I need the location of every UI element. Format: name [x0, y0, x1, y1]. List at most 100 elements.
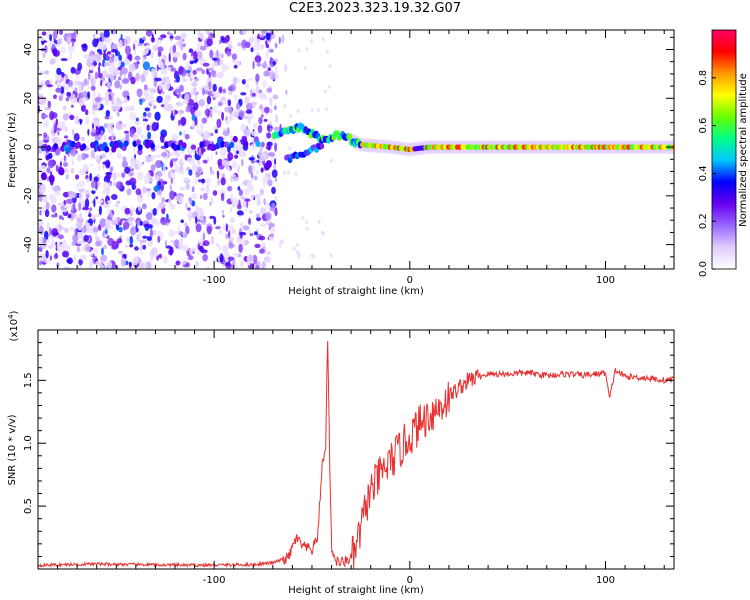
- spectrogram-cell: [183, 177, 189, 181]
- spectrogram-cell: [40, 172, 47, 181]
- spectrogram-cell: [253, 175, 258, 181]
- spectrogram-cell: [274, 142, 277, 152]
- spectrogram-cell: [139, 247, 143, 251]
- spectrogram-cell: [92, 38, 99, 48]
- spectrogram-cell: [146, 112, 152, 118]
- spectrogram-cell: [244, 127, 251, 137]
- spectrogram-cell: [266, 132, 272, 139]
- spectrogram-cell: [182, 52, 187, 61]
- spectrogram-cell: [116, 111, 120, 117]
- spectrogram-cell: [196, 125, 200, 135]
- spectrogram-cell: [263, 198, 266, 205]
- spectrogram-cell: [38, 196, 43, 202]
- spectrogram-cell: [229, 114, 233, 121]
- spectrogram-cell: [146, 236, 152, 241]
- spectrogram-cell: [273, 126, 280, 131]
- spectrogram-cell: [206, 38, 213, 47]
- y-tick-label: 1.0: [23, 435, 34, 451]
- spectrogram-cell: [53, 143, 59, 150]
- spectrogram-cell: [170, 35, 174, 39]
- spectrogram-cell: [239, 231, 247, 236]
- spectrogram-cell: [232, 244, 236, 248]
- spectrogram-cell: [223, 136, 226, 140]
- spectrogram-cell: [58, 215, 63, 220]
- spectrogram-cell: [39, 70, 43, 76]
- spectrogram-cell: [270, 34, 276, 40]
- spectrogram-cell: [260, 114, 264, 118]
- spectrogram-cell: [215, 226, 221, 230]
- spectrogram-cell: [70, 149, 77, 157]
- spectrogram-cell: [269, 71, 276, 81]
- spectrogram-cell: [131, 256, 139, 266]
- spectrogram-cell: [81, 245, 86, 252]
- spectrogram-cell: [217, 158, 223, 166]
- spectrogram-cell: [148, 99, 156, 104]
- spectrogram-cell: [188, 169, 193, 176]
- spectrogram-cell: [208, 71, 211, 78]
- spectrogram-cell: [188, 48, 194, 53]
- spectrogram-cell: [51, 184, 55, 192]
- spectrogram-cell: [240, 196, 246, 200]
- spectrogram-cell: [38, 218, 44, 227]
- spectrogram-cell: [74, 87, 78, 93]
- spectrogram-cell: [242, 30, 248, 35]
- spectrogram-cell: [185, 202, 188, 210]
- spectrogram-cell: [88, 227, 93, 234]
- spectrogram-cell: [138, 231, 142, 238]
- spectrogram-cell: [44, 107, 52, 111]
- spectrogram-cell: [244, 96, 250, 104]
- colorbar-tick-label: 0.0: [698, 261, 709, 277]
- spectrogram-cell: [57, 130, 60, 136]
- spectrogram-cell: [236, 102, 240, 110]
- spectrogram-cell: [91, 132, 98, 137]
- spectrogram-cell: [112, 172, 117, 181]
- spectrogram-cell: [38, 93, 44, 97]
- spectrogram-cell: [76, 153, 82, 162]
- spectrogram-cell: [157, 50, 162, 57]
- spectrogram-cell: [94, 96, 102, 103]
- spectrogram-cell: [175, 230, 180, 235]
- spectrogram-cell: [59, 30, 63, 35]
- spectrogram-cell: [92, 90, 96, 99]
- spectrogram-cell: [38, 177, 41, 186]
- y-tick-label: 40: [23, 43, 34, 56]
- spectrogram-x-label: Height of straight line (km): [288, 286, 424, 297]
- spectrogram-cell: [84, 198, 90, 208]
- spectrogram-cell: [301, 215, 305, 220]
- spectrogram-cell: [73, 254, 77, 263]
- spectrogram-cell: [157, 235, 161, 243]
- spectrogram-cell: [268, 152, 275, 157]
- spectrogram-cell: [252, 122, 258, 129]
- spectrogram-cell: [305, 226, 309, 231]
- spectrogram-cell: [98, 205, 102, 216]
- spectrogram-cell: [143, 120, 146, 125]
- spectrogram-cell: [85, 116, 90, 125]
- spectrogram-cell: [71, 104, 74, 108]
- spectrogram-cell: [216, 49, 219, 58]
- spectrogram-cell: [95, 240, 102, 247]
- spectrogram-cell: [104, 261, 108, 268]
- spectrogram-cell: [120, 67, 128, 75]
- spectrogram-cell: [74, 214, 79, 219]
- spectrogram-cell: [265, 211, 272, 221]
- spectrogram-cell: [80, 136, 85, 142]
- spectrogram-cell: [237, 186, 241, 191]
- spectrogram-cell: [196, 166, 203, 175]
- spectrogram-cell: [76, 240, 83, 245]
- spectrogram-cell: [200, 45, 207, 51]
- spectrogram-cell: [212, 190, 218, 196]
- spectrogram-cell: [182, 43, 186, 48]
- spectrogram-cell: [255, 140, 261, 147]
- spectrogram-cell: [120, 218, 128, 222]
- spectrogram-cell: [190, 55, 194, 62]
- spectrogram-cell: [224, 262, 230, 267]
- spectrogram-cell: [305, 47, 309, 52]
- spectrogram-cell: [106, 82, 112, 89]
- spectrogram-cell: [269, 97, 273, 106]
- spectrogram-cell: [74, 80, 81, 86]
- spectrogram-cell: [45, 201, 50, 211]
- spectrogram-y-ticks: -40 -20 0 20 40: [23, 36, 674, 258]
- spectrogram-cell: [226, 41, 233, 47]
- spectrogram-cell: [139, 221, 143, 226]
